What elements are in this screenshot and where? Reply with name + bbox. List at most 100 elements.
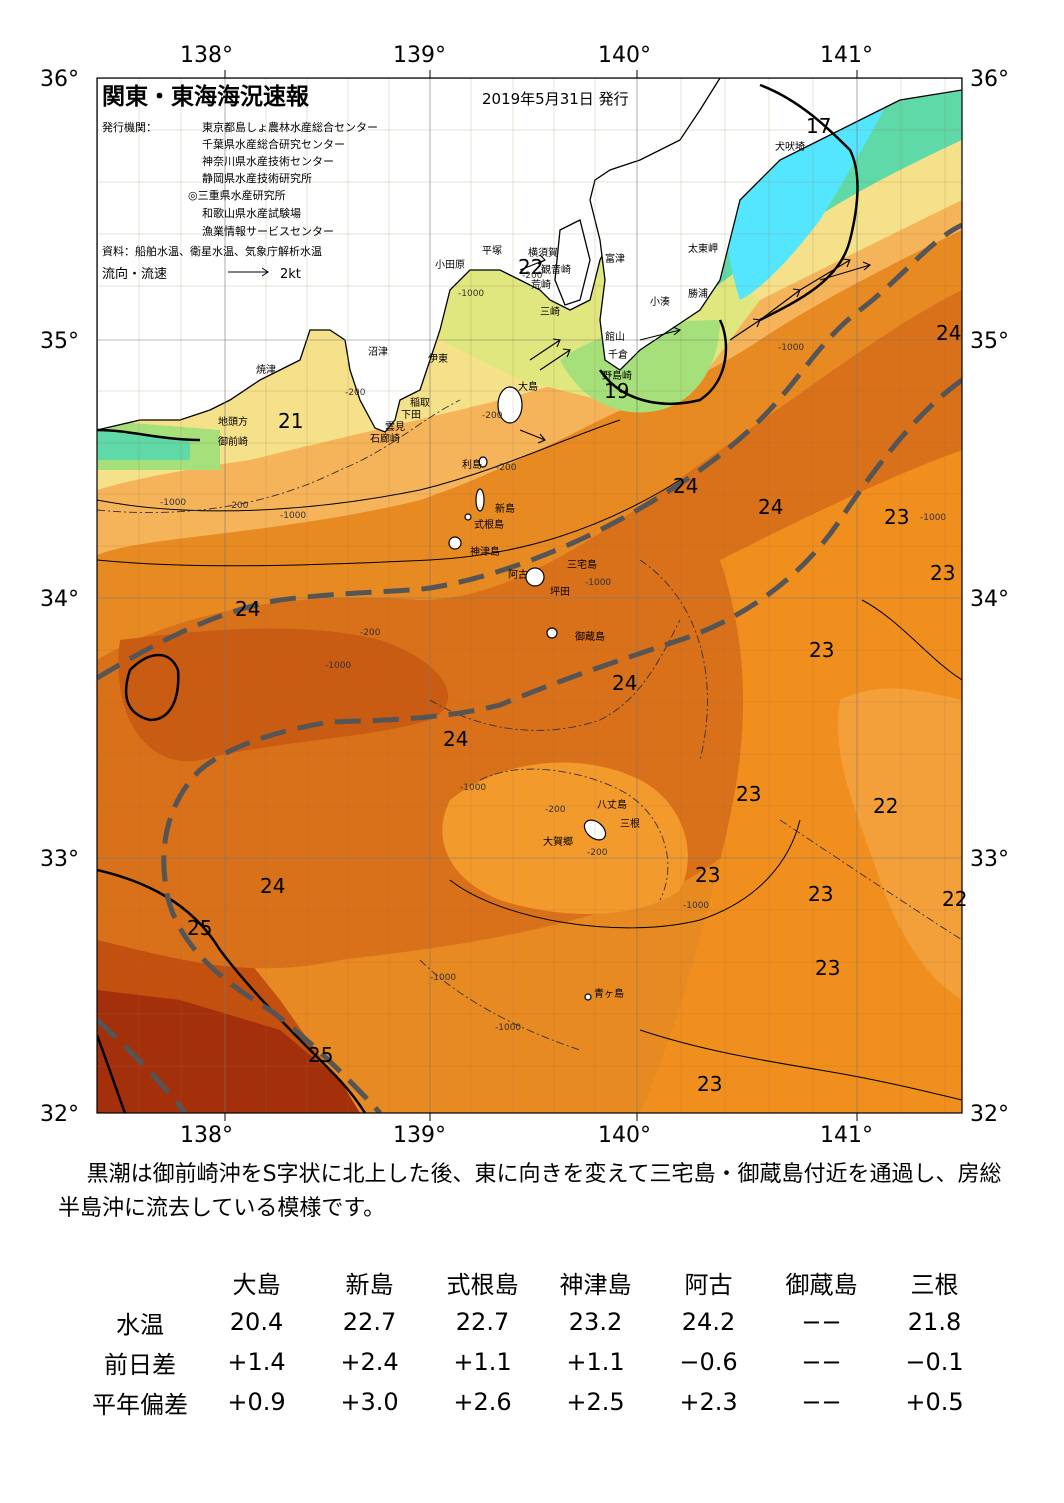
miyakejima-island xyxy=(525,567,545,587)
map-header: 関東・東海海況速報 2019年5月31日 発行 発行機関： 東京都島しょ農林水産… xyxy=(102,83,629,282)
place-label: 式根島 xyxy=(474,518,504,531)
depth-label: -200 xyxy=(228,501,249,511)
lon-label-top: 140° xyxy=(598,43,651,68)
depth-label: -1000 xyxy=(325,661,351,671)
place-label: 青ヶ島 xyxy=(594,987,624,1000)
table-cell: −− xyxy=(801,1388,842,1416)
table-cell: 20.4 xyxy=(229,1308,284,1336)
table-row: 前日差 +1.4 +2.4 +1.1 +1.1 −0.6 −− −0.1 xyxy=(80,1342,991,1382)
place-label: 新島 xyxy=(495,502,515,515)
oshima-island xyxy=(497,386,523,424)
kuroshio-axis xyxy=(97,222,962,1113)
place-label: 下田 xyxy=(401,410,421,421)
lat-label-right: 36° xyxy=(970,67,1009,92)
table-cell: +2.5 xyxy=(566,1388,625,1416)
place-label: 稲取 xyxy=(410,397,430,409)
axis-labels: 138° 139° 140° 141° 138° 139° 140° 141° … xyxy=(40,43,1009,1148)
table-cell: +1.4 xyxy=(227,1348,286,1376)
map-title: 関東・東海海況速報 xyxy=(102,83,310,110)
table-cell: +2.3 xyxy=(679,1388,738,1416)
depth-label: -1000 xyxy=(280,511,306,521)
lon-label-top: 141° xyxy=(820,43,873,68)
isotherm-label: 22 xyxy=(873,794,898,818)
kozushima-island xyxy=(448,536,462,550)
place-label: 雲見 xyxy=(385,421,405,433)
isotherm-label: 25 xyxy=(308,1043,333,1067)
temperature-labels: 17 22 24 19 21 24 24 23 23 24 23 24 24 2… xyxy=(187,114,967,1096)
lat-label-left: 35° xyxy=(40,329,79,354)
niijima-island xyxy=(475,488,485,512)
place-names: 小田原 平塚 横須賀 観音崎 荒崎 富津 犬吠埼 太東岬 勝浦 小湊 三崎 館山… xyxy=(218,140,805,1000)
depth-label: -1000 xyxy=(585,578,611,588)
depth-label: -200 xyxy=(482,411,503,421)
isotherm-label: 24 xyxy=(936,321,961,345)
isotherm-label: 23 xyxy=(695,863,720,887)
issue-date: 2019年5月31日 発行 xyxy=(482,90,629,108)
table-row: 水温 20.4 22.7 22.7 23.2 24.2 −− 21.8 xyxy=(80,1302,991,1342)
column-header: 御蔵島 xyxy=(785,1270,858,1299)
place-label: 大賀郷 xyxy=(543,835,573,848)
table-header-row: 大島 新島 式根島 神津島 阿古 御蔵島 三根 xyxy=(80,1262,991,1302)
place-label: 太東岬 xyxy=(688,242,718,255)
description-text: 黒潮は御前崎沖をS字状に北上した後、東に向きを変えて三宅島・御蔵島付近を通過し、… xyxy=(58,1162,1002,1221)
lon-label-bottom: 140° xyxy=(598,1123,651,1148)
place-label: 沼津 xyxy=(368,345,388,358)
place-label: 石廊崎 xyxy=(370,432,400,445)
place-label: 三宅島 xyxy=(567,558,597,571)
column-header: 三根 xyxy=(910,1270,959,1299)
place-label: 荒崎 xyxy=(531,278,551,291)
publisher-item: 東京都島しょ農林水産総合センター xyxy=(202,120,378,134)
place-label: 小湊 xyxy=(650,295,670,308)
shikinejima-island xyxy=(464,513,472,521)
row-label: 水温 xyxy=(116,1310,164,1339)
place-label: 焼津 xyxy=(256,364,276,376)
isotherms xyxy=(97,83,962,1113)
place-label: 阿古 xyxy=(508,568,528,581)
lon-label-bottom: 138° xyxy=(180,1123,233,1148)
table-cell: −0.1 xyxy=(905,1348,964,1376)
isotherm-label: 17 xyxy=(806,114,831,138)
isotherm-label: 23 xyxy=(809,638,834,662)
place-label: 平塚 xyxy=(482,245,502,257)
place-label: 利島 xyxy=(462,458,482,471)
place-label: 三根 xyxy=(620,817,640,830)
lat-label-right: 32° xyxy=(970,1102,1009,1127)
column-header: 神津島 xyxy=(559,1270,632,1299)
table-cell: 22.7 xyxy=(455,1308,510,1336)
lat-label-left: 36° xyxy=(40,67,79,92)
aogashima-island xyxy=(584,993,592,1001)
isotherm-label: 24 xyxy=(612,671,637,695)
place-label: 三崎 xyxy=(540,305,560,318)
table-cell: 24.2 xyxy=(681,1308,736,1336)
column-header: 新島 xyxy=(345,1270,394,1299)
mikurajima-island xyxy=(546,627,558,639)
toshima-island xyxy=(478,456,488,468)
depth-contours xyxy=(97,399,962,1051)
depth-label: -1000 xyxy=(160,498,186,508)
table-cell: +2.4 xyxy=(340,1348,399,1376)
depth-label: -200 xyxy=(545,805,566,815)
isotherm-label: 23 xyxy=(697,1072,722,1096)
table-cell: −− xyxy=(801,1348,842,1376)
depth-label: -1000 xyxy=(920,513,946,523)
current-arrows xyxy=(519,254,872,444)
place-label: 御蔵島 xyxy=(575,630,605,643)
place-label: 八丈島 xyxy=(597,798,627,811)
publisher-item: ◎三重県水産研究所 xyxy=(188,188,286,202)
isotherm-label: 23 xyxy=(815,956,840,980)
lon-label-top: 138° xyxy=(180,43,233,68)
place-label: 横須賀 xyxy=(528,246,558,259)
isotherm-label: 23 xyxy=(736,782,761,806)
publisher-item: 静岡県水産技術研究所 xyxy=(202,171,312,185)
place-label: 富津 xyxy=(605,252,625,265)
column-header: 大島 xyxy=(232,1270,281,1299)
depth-label: -1000 xyxy=(430,973,456,983)
table-cell: +0.9 xyxy=(227,1388,286,1416)
table-cell: +0.5 xyxy=(905,1388,964,1416)
isotherm-label: 22 xyxy=(942,887,967,911)
depth-label: -200 xyxy=(360,628,381,638)
depth-label: -200 xyxy=(345,388,366,398)
publisher-item: 千葉県水産総合研究センター xyxy=(202,137,345,151)
place-label: 勝浦 xyxy=(688,287,708,300)
place-label: 坪田 xyxy=(550,585,570,598)
